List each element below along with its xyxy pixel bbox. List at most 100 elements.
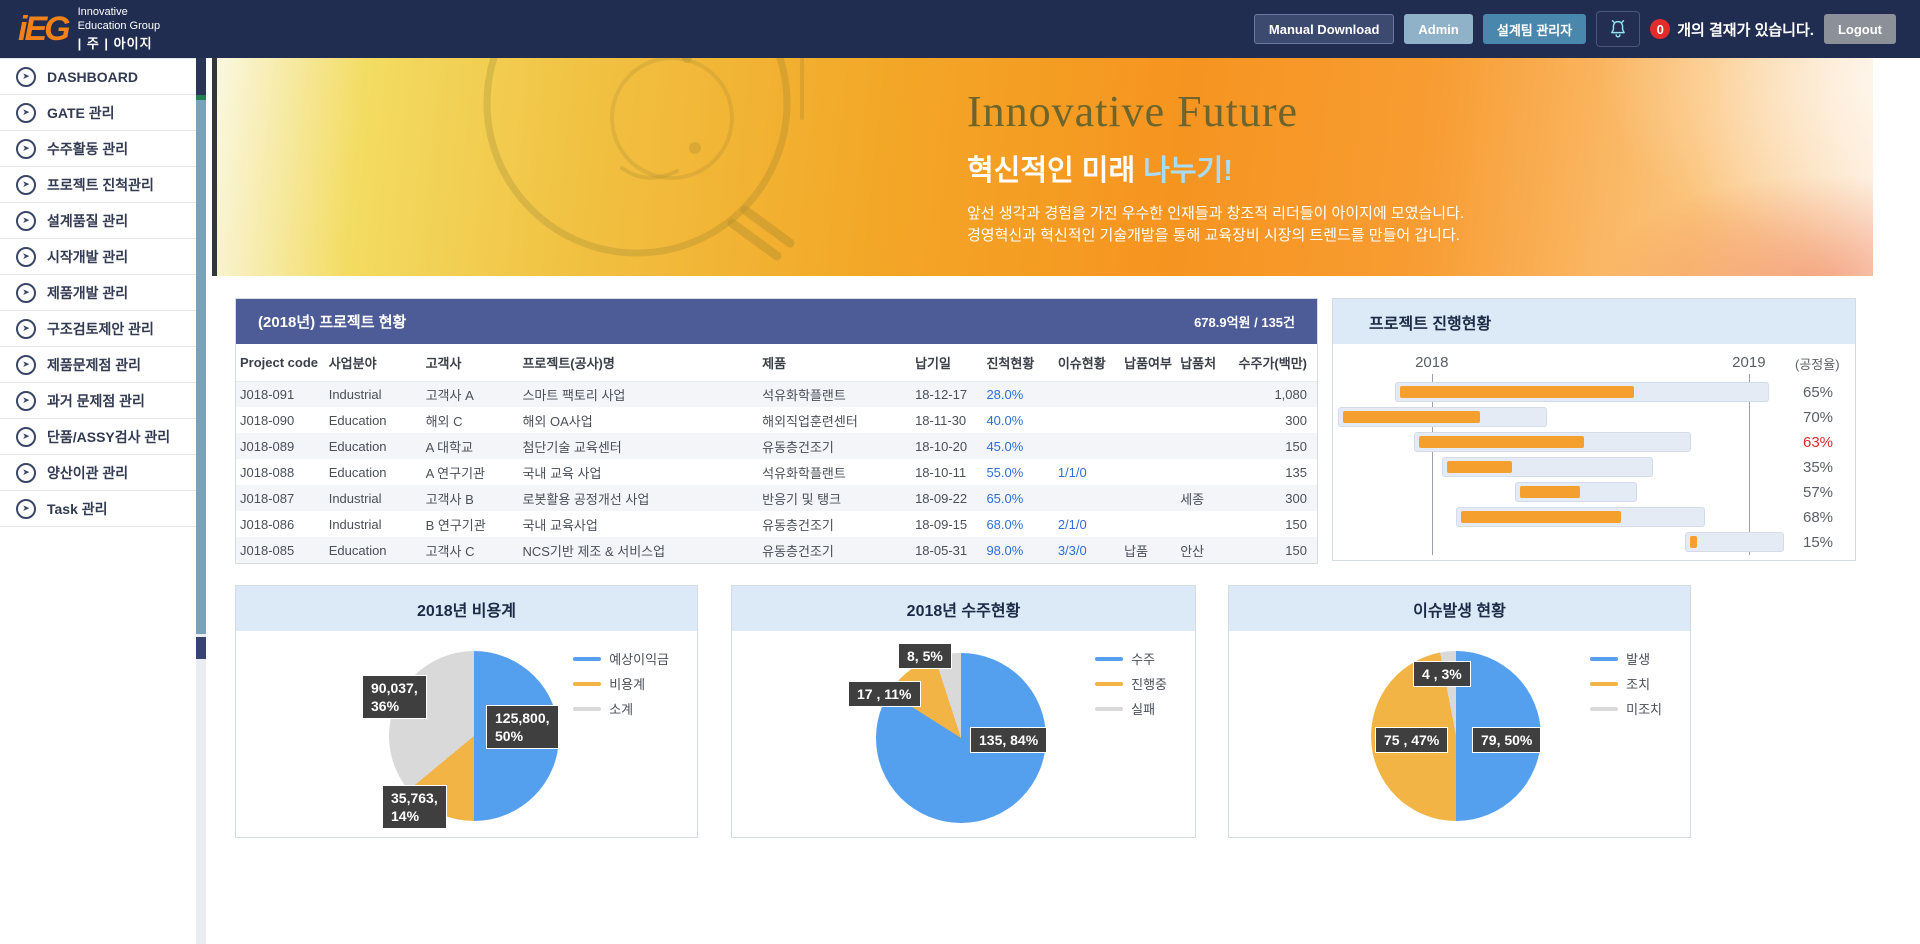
gantt-track xyxy=(1395,382,1769,402)
sidebar-item-4[interactable]: ➤ 설계품질 관리 xyxy=(0,203,196,239)
legend-swatch xyxy=(573,656,602,661)
scrollbar-track-upper[interactable] xyxy=(196,100,206,634)
project-table-titlebar: (2018년) 프로젝트 현황 678.9억원 / 135건 xyxy=(236,299,1317,344)
sidebar-item-3[interactable]: ➤ 프로젝트 진척관리 xyxy=(0,167,196,203)
table-cell xyxy=(1053,485,1121,511)
table-cell: Education xyxy=(328,412,387,428)
table-cell: 유동층건조기 xyxy=(758,537,912,563)
legend-item: 수주 xyxy=(1095,649,1167,668)
orders-chart-panel: 2018년 수주현황 135, 84% 17 , 11% 8, 5% 수주 진행중 실패 xyxy=(731,585,1196,838)
table-cell: 18-10-20 xyxy=(911,433,983,459)
table-cell: 150 xyxy=(1285,516,1307,532)
gantt-bar xyxy=(1460,511,1621,523)
table-cell xyxy=(1120,511,1176,537)
sidebar-item-2[interactable]: ➤ 수주활동 관리 xyxy=(0,131,196,167)
sidebar-item-12[interactable]: ➤ Task 관리 xyxy=(0,491,196,527)
banner-description: 앞선 생각과 경험을 가진 우수한 인재들과 창조적 리더들이 아이지에 모였습… xyxy=(967,203,1464,247)
table-cell: 135 xyxy=(1285,464,1307,480)
legend-label: 조치 xyxy=(1626,677,1651,692)
table-cell: 1,080 xyxy=(1232,381,1317,407)
legend-swatch xyxy=(573,681,602,686)
cost-pie-chart: 125,800, 50% 35,763, 14% 90,037, 36% 예상이익금 비… xyxy=(236,631,697,837)
progress-link[interactable]: 98.0% xyxy=(982,537,1054,563)
legend-item: 비용계 xyxy=(573,674,669,693)
arrow-right-icon: ➤ xyxy=(16,102,36,123)
gantt-bar xyxy=(1447,461,1513,473)
progress-link[interactable]: 65.0% xyxy=(982,485,1054,511)
table-cell: 18-12-17 xyxy=(911,381,983,407)
table-cell: J018-088 xyxy=(240,464,295,480)
sidebar-item-1[interactable]: ➤ GATE 관리 xyxy=(0,95,196,131)
gantt-panel-title: 프로젝트 진행현황 xyxy=(1333,299,1855,344)
table-cell xyxy=(1054,407,1120,433)
logo-line2: Education Group xyxy=(77,19,161,32)
legend-item: 미조치 xyxy=(1590,699,1662,718)
sidebar-item-label: 과거 문제점 관리 xyxy=(47,392,145,409)
table-cell: 로봇활용 공정개선 사업 xyxy=(518,485,759,511)
table-cell xyxy=(1176,511,1232,537)
column-header: 프로젝트(공사)명 xyxy=(518,344,759,382)
column-header: 고객사 xyxy=(421,344,519,382)
legend-swatch xyxy=(1095,656,1124,661)
project-status-panel: (2018년) 프로젝트 현황 678.9억원 / 135건 Project c… xyxy=(235,298,1318,564)
design-team-admin-button[interactable]: 설계팀 관리자 xyxy=(1482,14,1587,44)
sidebar-item-10[interactable]: ➤ 단품/ASSY검사 관리 xyxy=(0,419,196,455)
table-row: J018-090 Education 해외 C 해외 OA사업 해외직업훈련센터 18-1… xyxy=(236,407,1317,433)
table-cell xyxy=(1120,407,1176,433)
table-row: J018-088 Education A 연구기관 국내 교육 사업 석유화학플랜트 18… xyxy=(236,459,1317,485)
orders-chart-title: 2018년 수주현황 xyxy=(732,586,1195,631)
top-bar: iEG Innovative Education Group | 주 | 아이지… xyxy=(0,0,1920,58)
sidebar-item-5[interactable]: ➤ 시작개발 관리 xyxy=(0,239,196,275)
sidebar-scrollbar[interactable] xyxy=(196,58,206,944)
logout-button[interactable]: Logout xyxy=(1823,14,1896,44)
issue-link[interactable]: 2/1/0 xyxy=(1057,516,1087,532)
table-cell xyxy=(1176,459,1232,485)
sidebar-item-6[interactable]: ➤ 제품개발 관리 xyxy=(0,275,196,311)
table-cell xyxy=(1053,433,1121,459)
progress-link[interactable]: 45.0% xyxy=(982,433,1054,459)
sidebar-item-9[interactable]: ➤ 과거 문제점 관리 xyxy=(0,383,196,419)
table-cell xyxy=(1176,433,1233,459)
table-cell: 국내 교육 사업 xyxy=(522,465,602,481)
sidebar-item-8[interactable]: ➤ 제품문제점 관리 xyxy=(0,347,196,383)
progress-link[interactable]: 28.0% xyxy=(982,381,1054,407)
table-cell: 세종 xyxy=(1176,485,1233,511)
hero-banner: Innovative Future 혁신적인 미래 나누기! 앞선 생각과 경험… xyxy=(212,58,1873,276)
issue-link[interactable]: 1/1/0 xyxy=(1057,464,1087,480)
progress-link[interactable]: 40.0% xyxy=(986,412,1024,428)
sidebar-item-7[interactable]: ➤ 구조검토제안 관리 xyxy=(0,311,196,347)
table-cell: 고객사 B xyxy=(421,485,519,511)
gantt-axis-label: 2018 xyxy=(1415,354,1449,371)
sidebar-item-11[interactable]: ➤ 양산이관 관리 xyxy=(0,455,196,491)
arrow-right-icon: ➤ xyxy=(16,282,36,303)
column-header: 납품여부 xyxy=(1120,344,1177,382)
arrow-right-icon: ➤ xyxy=(16,66,36,87)
table-cell xyxy=(1120,381,1177,407)
sidebar-item-label: 시작개발 관리 xyxy=(47,248,129,265)
table-cell: 석유화학플랜트 xyxy=(762,465,846,481)
manual-download-button[interactable]: Manual Download xyxy=(1253,14,1395,44)
arrow-right-icon: ➤ xyxy=(16,318,36,339)
sidebar-item-0[interactable]: ➤ DASHBOARD xyxy=(0,59,196,95)
sidebar-item-label: 수주활동 관리 xyxy=(47,140,129,157)
banner-desc-line1: 앞선 생각과 경험을 가진 우수한 인재들과 창조적 리더들이 아이지에 모였습… xyxy=(967,205,1465,222)
table-cell: 300 xyxy=(1232,485,1317,511)
table-cell: J018-085 xyxy=(236,537,325,563)
scrollbar-thumb[interactable] xyxy=(196,637,206,659)
table-cell: 18-10-11 xyxy=(915,464,967,480)
progress-link[interactable]: 55.0% xyxy=(986,464,1024,480)
scrollbar-thumb-top[interactable] xyxy=(196,58,206,95)
notification-bell-button[interactable] xyxy=(1596,11,1641,47)
table-cell: A 연구기관 xyxy=(425,465,485,481)
table-cell xyxy=(1176,407,1232,433)
admin-button[interactable]: Admin xyxy=(1404,14,1473,44)
pie-slice-label: 90,037, 36% xyxy=(362,675,427,720)
sidebar-item-label: 프로젝트 진척관리 xyxy=(47,176,154,193)
progress-link[interactable]: 68.0% xyxy=(986,516,1024,532)
main-content: Innovative Future 혁신적인 미래 나누기! 앞선 생각과 경험… xyxy=(206,58,1920,944)
issue-link[interactable]: 3/3/0 xyxy=(1053,537,1121,563)
issues-chart-title: 이슈발생 현황 xyxy=(1229,586,1690,631)
column-header: 납품처 xyxy=(1176,344,1233,382)
legend-swatch xyxy=(1590,706,1619,711)
